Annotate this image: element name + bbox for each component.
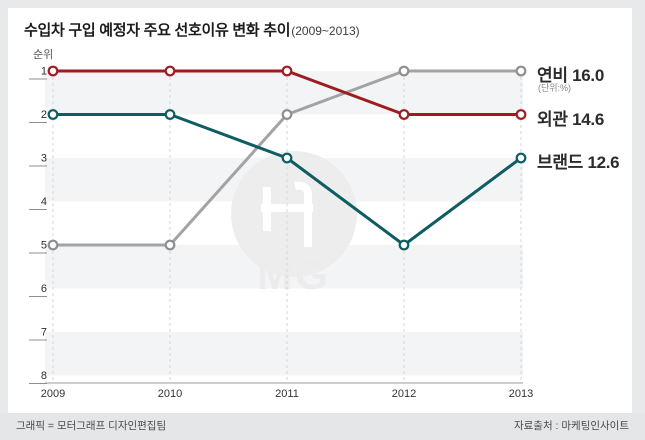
svg-text:2: 2 [41, 109, 47, 121]
motorgraph-logo-icon [261, 181, 313, 247]
unit-note: (단위:%) [538, 83, 572, 93]
footer-credit: 그래픽 = 모터그래프 디자인편집팀 [16, 420, 167, 432]
svg-text:2009: 2009 [41, 388, 65, 400]
watermark-text: MG [257, 251, 331, 298]
series-lines [47, 65, 527, 251]
svg-text:2012: 2012 [392, 388, 416, 400]
svg-text:1: 1 [41, 66, 47, 78]
svg-text:2013: 2013 [509, 388, 533, 400]
year-gridlines [52, 71, 522, 383]
svg-text:8: 8 [41, 370, 47, 382]
watermark: MG [231, 151, 357, 298]
svg-text:3: 3 [41, 153, 47, 165]
series-label-brand: 브랜드 12.6 [537, 153, 620, 172]
title-period: (2009~2013) [291, 24, 360, 38]
axes-and-labels: 1 2 3 4 5 6 7 8 2009 2010 2011 2012 2013 [29, 66, 533, 400]
svg-text:2011: 2011 [275, 388, 299, 400]
watermark-circle [231, 151, 357, 277]
svg-text:2010: 2010 [158, 388, 182, 400]
svg-text:4: 4 [41, 196, 47, 208]
series-label-fuel-economy: 연비 16.0 [537, 66, 604, 85]
page-title: 수입차 구입 예정자 주요 선호이유 변화 추이(2009~2013) [24, 19, 360, 40]
series-label-exterior: 외관 14.6 [537, 110, 604, 129]
svg-text:5: 5 [41, 240, 47, 252]
rank-line-chart: MG 1 2 3 4 5 6 7 8 2009 2010 2011 2012 2013 순위 [29, 48, 533, 400]
svg-text:7: 7 [41, 327, 47, 339]
y-axis-title: 순위 [33, 48, 53, 61]
footer-source: 자료출처 : 마케팅인사이트 [513, 420, 629, 432]
footer-bar: 그래픽 = 모터그래프 디자인편집팀 자료출처 : 마케팅인사이트 [0, 413, 645, 440]
title-text: 수입차 구입 예정자 주요 선호이유 변화 추이 [24, 22, 291, 39]
svg-text:6: 6 [41, 283, 47, 295]
